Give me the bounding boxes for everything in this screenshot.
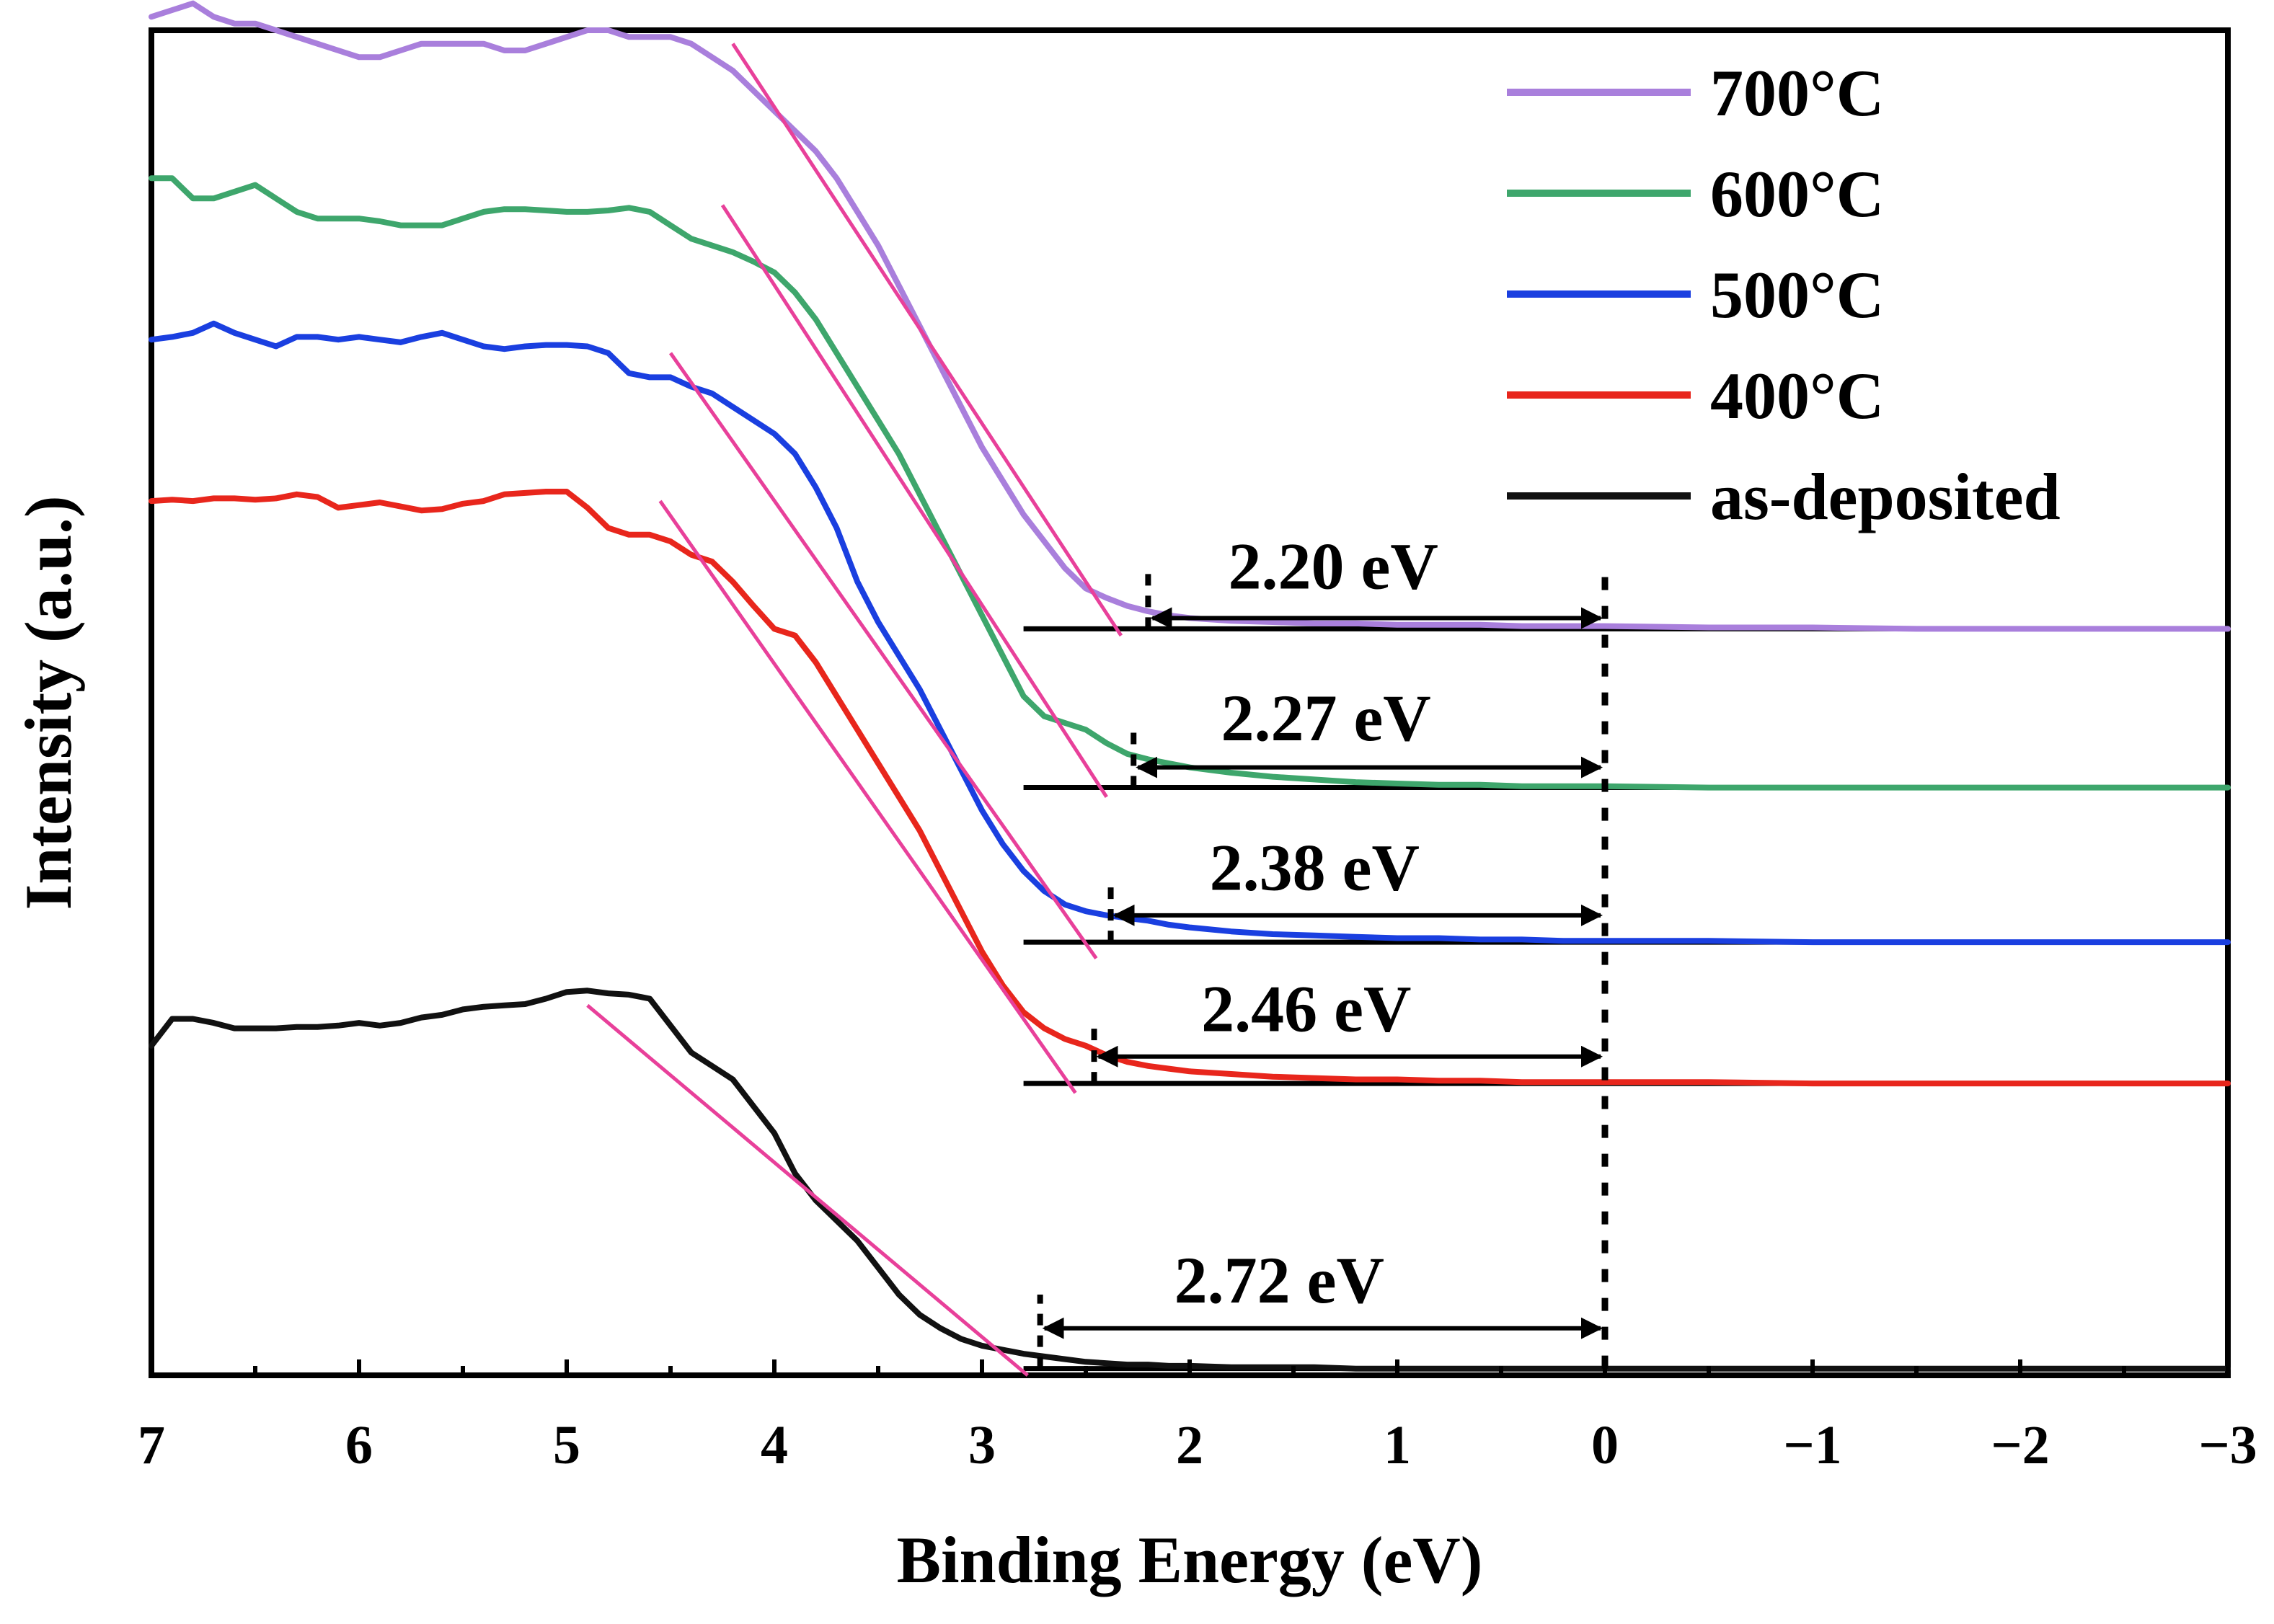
legend-label-as-deposited: as-deposited: [1710, 460, 2061, 533]
gap-label-700-c: 2.20 eV: [1229, 529, 1438, 603]
tangent-lines: [586, 43, 1123, 1377]
legend: 700°C 600°C 500°C 400°C as-deposited: [1507, 56, 2061, 533]
tangent-line-600-c: [720, 204, 1108, 798]
x-tick-label: 3: [968, 1415, 996, 1476]
x-tick-label: −1: [1783, 1415, 1841, 1476]
x-tick-label: 4: [761, 1415, 788, 1476]
series-line-700-c: [149, 0, 2231, 632]
gap-label-as-deposited: 2.72 eV: [1174, 1243, 1384, 1317]
x-tick-label: 7: [138, 1415, 165, 1476]
series-group: [149, 0, 2231, 1372]
plot-frame: [149, 27, 2231, 1378]
x-tick-label: 1: [1384, 1415, 1411, 1476]
legend-label-500-c: 500°C: [1710, 258, 1884, 332]
x-tick-label: −2: [1991, 1415, 2049, 1476]
series-line-400-c: [149, 489, 2231, 1087]
x-tick-label: −3: [2198, 1415, 2257, 1476]
x-tick-label: 6: [345, 1415, 373, 1476]
x-tick-label: 5: [553, 1415, 580, 1476]
tangent-line-as-deposited: [586, 1003, 1029, 1377]
y-axis-title: Intensity (a.u.): [12, 495, 85, 910]
gap-label-500-c: 2.38 eV: [1210, 830, 1420, 904]
x-axis: 7 6 5 4 3 2 1 0 −1 −2 −3: [138, 1359, 2257, 1476]
plot-area: 2.20 eV 2.27 eV 2.38 eV 2.46 eV 2.72 eV: [149, 0, 2231, 1378]
legend-label-400-c: 400°C: [1710, 359, 1884, 432]
x-axis-title: Binding Energy (eV): [897, 1523, 1483, 1597]
series-line-600-c: [149, 175, 2231, 791]
tangent-line-400-c: [658, 500, 1077, 1094]
x-tick-label: 2: [1176, 1415, 1203, 1476]
legend-label-600-c: 600°C: [1710, 157, 1884, 231]
legend-label-700-c: 700°C: [1710, 56, 1884, 130]
gap-label-600-c: 2.27 eV: [1221, 681, 1430, 755]
tangent-line-500-c: [668, 352, 1098, 959]
tangent-line-700-c: [731, 43, 1123, 637]
gap-annotations: 2.20 eV 2.27 eV 2.38 eV 2.46 eV 2.72 eV: [1037, 529, 1609, 1369]
x-tick-label: 0: [1591, 1415, 1619, 1476]
gap-label-400-c: 2.46 eV: [1201, 972, 1411, 1045]
series-line-500-c: [149, 320, 2231, 946]
